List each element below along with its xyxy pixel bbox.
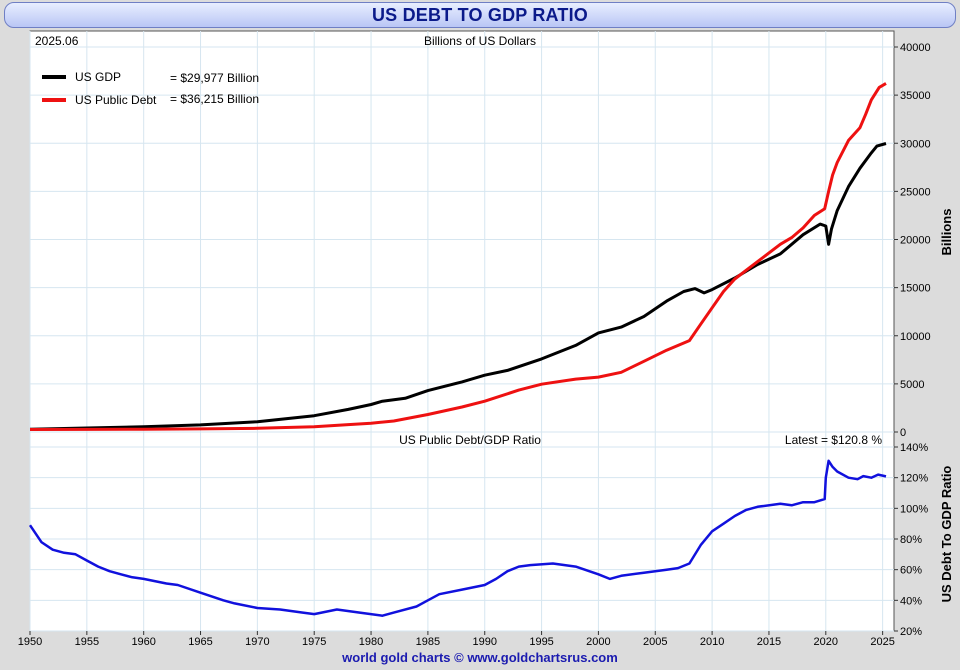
y-tick-label: 30000 (900, 138, 931, 150)
x-tick-label: 2010 (700, 636, 724, 648)
ratio-panel-title: US Public Debt/GDP Ratio (399, 433, 541, 447)
y-tick-label: 100% (900, 503, 928, 515)
lower-plot-area (29, 431, 895, 632)
x-tick-label: 2005 (643, 636, 667, 648)
upper-y-axis-label: Billions (939, 209, 954, 256)
series-line-debt-gdp-ratio (28, 459, 887, 617)
legend-value-us-public-debt: = $36,215 Billion (170, 92, 259, 106)
series-line-us-public-debt (29, 82, 887, 431)
lower-y-axis-ticks: 20% 40% 60% 80% 100% 120% 140% (894, 442, 928, 638)
y-tick-label: 15000 (900, 283, 931, 295)
x-tick-label: 1985 (416, 636, 440, 648)
y-tick-label: 0 (900, 427, 906, 439)
y-tick-label: 40% (900, 595, 922, 607)
y-tick-label: 120% (900, 473, 928, 485)
y-tick-label: 140% (900, 442, 928, 454)
x-tick-label: 1980 (359, 636, 383, 648)
upper-grid (29, 31, 894, 433)
upper-y-axis-ticks: 0 5000 10000 15000 20000 25000 30000 35000 40000 (894, 42, 931, 439)
x-tick-label: 2025 (870, 636, 894, 648)
x-tick-label: 1960 (131, 636, 155, 648)
y-tick-label: 20000 (900, 235, 931, 247)
x-tick-label: 1975 (302, 636, 326, 648)
legend-label-us-gdp: US GDP (75, 70, 121, 84)
series-line-us-gdp (29, 142, 887, 431)
legend-value-us-gdp: = $29,977 Billion (170, 71, 259, 85)
latest-ratio-label: Latest = $120.8 % (785, 433, 882, 447)
x-tick-label: 1955 (75, 636, 99, 648)
lower-y-axis-label: US Debt To GDP Ratio (939, 466, 954, 603)
date-label: 2025.06 (35, 34, 79, 48)
x-tick-label: 1995 (529, 636, 553, 648)
x-tick-label: 2000 (586, 636, 610, 648)
x-axis-ticks: 1950 1955 1960 1965 1970 1975 1980 1985 1990 1995… (18, 631, 895, 648)
x-tick-label: 1990 (472, 636, 496, 648)
y-tick-label: 25000 (900, 186, 931, 198)
units-label: Billions of US Dollars (424, 34, 536, 48)
x-tick-label: 2015 (757, 636, 781, 648)
y-tick-label: 40000 (900, 42, 931, 54)
chart-title: US DEBT TO GDP RATIO (4, 2, 956, 28)
y-tick-label: 60% (900, 565, 922, 577)
footer-credit: world gold charts © www.goldchartsrus.co… (342, 650, 618, 665)
y-tick-label: 80% (900, 534, 922, 546)
lower-grid (29, 432, 894, 632)
upper-plot-area (29, 30, 895, 433)
y-tick-label: 35000 (900, 90, 931, 102)
x-tick-label: 1970 (245, 636, 269, 648)
x-tick-label: 1965 (188, 636, 212, 648)
y-tick-label: 20% (900, 626, 922, 638)
y-tick-label: 5000 (900, 379, 924, 391)
y-tick-label: 10000 (900, 331, 931, 343)
legend: US GDP = $29,977 Billion US Public Debt … (42, 70, 259, 107)
x-tick-label: 2020 (814, 636, 838, 648)
x-tick-label: 1950 (18, 636, 42, 648)
legend-label-us-public-debt: US Public Debt (75, 93, 157, 107)
